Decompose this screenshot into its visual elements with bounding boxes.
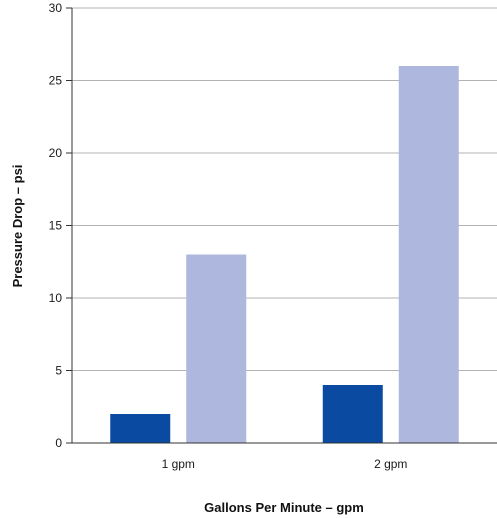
x-tick-label: 2 gpm (374, 457, 407, 471)
y-tick-label: 20 (49, 146, 63, 160)
x-axis-title: Gallons Per Minute – gpm (204, 500, 364, 515)
x-tick-label: 1 gpm (162, 457, 195, 471)
y-tick-label: 25 (49, 74, 63, 88)
y-tick-label: 30 (49, 1, 63, 15)
y-tick-label: 0 (55, 436, 62, 450)
axes (71, 8, 497, 444)
bar-series-1-1 (110, 414, 171, 443)
y-tick-labels: 0 5 10 15 20 25 30 (49, 1, 63, 450)
bar-series-2-2 (398, 66, 459, 443)
y-axis-title: Pressure Drop – psi (10, 165, 25, 288)
y-tick-label: 10 (49, 291, 63, 305)
bar-series-1-2 (322, 385, 383, 443)
y-tick-label: 15 (49, 219, 63, 233)
x-tick-labels: 1 gpm 2 gpm (162, 457, 408, 471)
bar-series-2-1 (186, 254, 247, 443)
bars (110, 66, 459, 443)
y-tick-label: 5 (55, 364, 62, 378)
